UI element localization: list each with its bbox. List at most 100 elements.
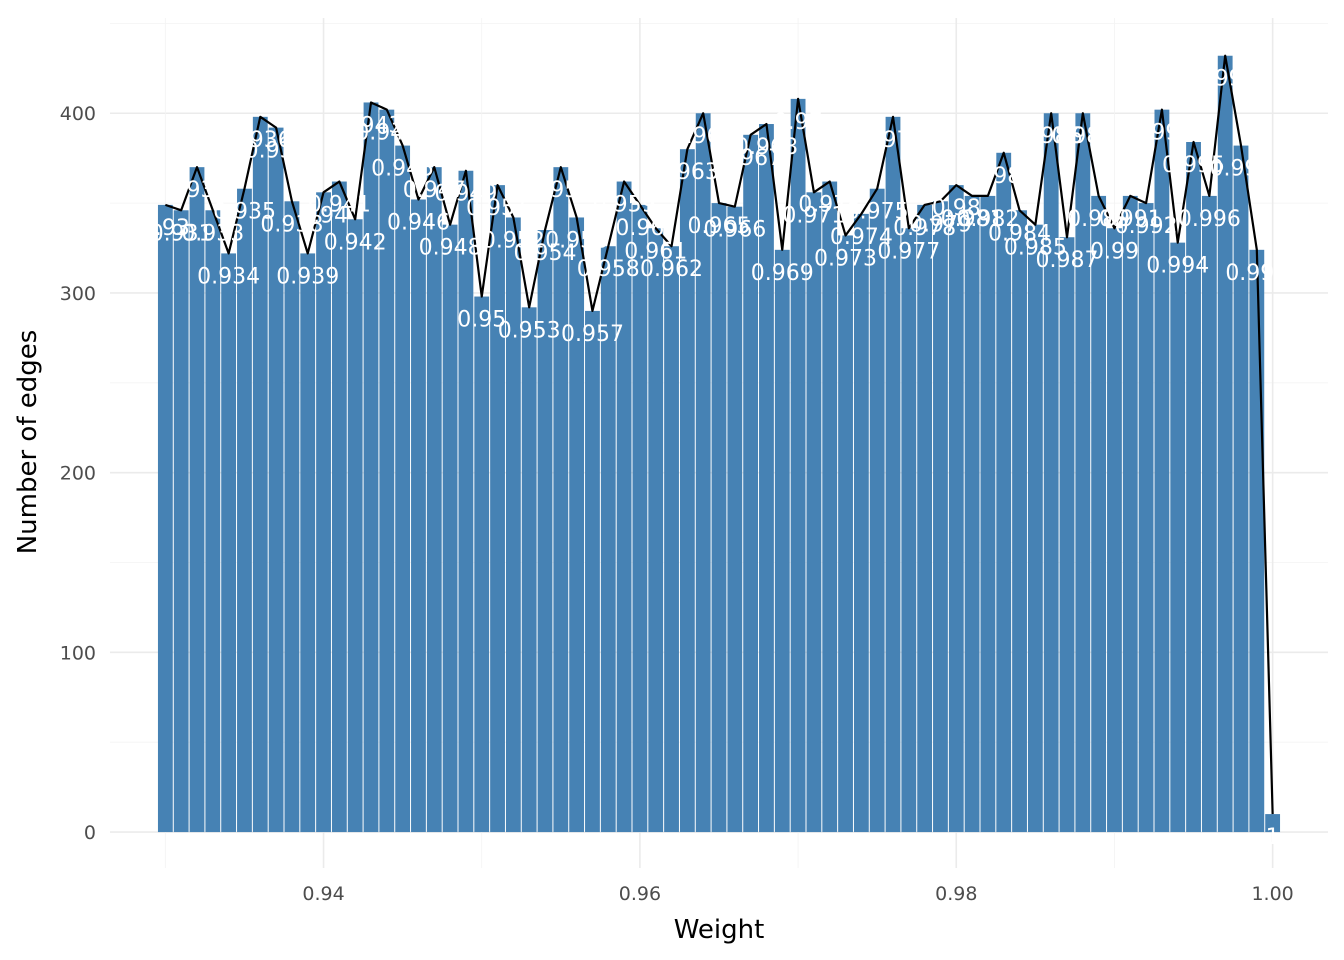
bar <box>379 109 395 833</box>
bar-label: 0.947 <box>403 178 466 203</box>
bar-label: 0.931 <box>150 221 213 246</box>
bar-label: 0.932 <box>166 178 229 203</box>
bar-label: 0.959 <box>593 193 656 218</box>
bar-label: 0.997 <box>1194 67 1257 92</box>
bar-label: 0.983 <box>972 164 1035 189</box>
bar <box>316 192 331 833</box>
bar-label: 0.944 <box>355 121 418 146</box>
bar <box>632 204 648 833</box>
bar <box>300 253 316 833</box>
bar-label: 0.94 <box>299 203 348 228</box>
bar-label: 0.957 <box>561 322 624 347</box>
bar <box>869 188 885 833</box>
bar-label: 0.937 <box>245 139 308 164</box>
x-tick-label: 0.96 <box>619 883 661 905</box>
bar-label: 0.934 <box>197 264 260 289</box>
bar <box>363 102 379 833</box>
bar <box>1091 195 1107 833</box>
bar-label: 0.96 <box>615 216 664 241</box>
bar-label: 0.946 <box>387 211 450 236</box>
x-axis-title: Weight <box>674 915 765 945</box>
bar <box>727 206 743 833</box>
bar-label: 0.988 <box>1051 124 1114 149</box>
bar-label: 0.964 <box>672 124 735 149</box>
bar <box>189 167 205 833</box>
bar <box>1043 113 1059 833</box>
bar <box>1201 195 1217 833</box>
y-tick-label: 100 <box>60 642 96 664</box>
bar <box>1233 145 1249 833</box>
bar <box>917 204 933 833</box>
bar <box>664 246 679 833</box>
bar <box>1107 228 1122 833</box>
bar <box>743 134 759 833</box>
bar <box>853 213 869 833</box>
bar-label: 0.992 <box>1115 214 1178 239</box>
bar <box>695 113 711 833</box>
bars <box>157 55 1281 833</box>
bar-label: 0.985 <box>1004 236 1067 261</box>
bar <box>1217 55 1233 833</box>
bar <box>205 210 221 833</box>
bar-label: 0.953 <box>498 318 561 343</box>
bar-label: 0.978 <box>893 216 956 241</box>
bar <box>157 204 173 833</box>
bar-label: 0.939 <box>276 264 339 289</box>
bar-label: 0.991 <box>1099 207 1162 232</box>
bar <box>347 219 363 833</box>
bar-label: 0.999 <box>1225 261 1288 286</box>
bar-label: 0.962 <box>640 257 703 282</box>
bar-label: 0.951 <box>466 196 529 221</box>
bar <box>964 195 980 833</box>
bar <box>1012 210 1027 833</box>
bar-label: 0.975 <box>846 200 909 225</box>
bar-label: 0.971 <box>782 203 845 228</box>
bar-label: 0.968 <box>735 135 798 160</box>
bar <box>1170 242 1186 833</box>
bar-label: 0.945 <box>371 157 434 182</box>
bar-label: 0.95 <box>457 308 506 333</box>
bar-label: 0.958 <box>577 257 640 282</box>
bar-label: 0.995 <box>1162 153 1225 178</box>
bar <box>490 185 505 833</box>
bar <box>521 307 537 833</box>
bar-label: 0.933 <box>181 221 244 246</box>
bar <box>1059 237 1075 833</box>
bar <box>600 246 616 833</box>
bar <box>933 201 948 833</box>
bar <box>173 210 189 833</box>
bar-label: 0.972 <box>798 193 861 218</box>
bar <box>822 181 838 833</box>
bar-label: 0.974 <box>830 225 893 250</box>
bar-label: 0.93 <box>141 216 190 241</box>
bar <box>711 203 727 833</box>
bar <box>901 228 917 833</box>
bar-label: 0.969 <box>751 261 814 286</box>
x-axis-ticks: 0.94 0.96 0.98 1.00 <box>302 883 1293 905</box>
bar-label: 0.967 <box>719 146 782 171</box>
bar-label: 0.948 <box>419 236 482 261</box>
bar <box>790 98 806 833</box>
bar <box>948 185 964 833</box>
bar-label: 0.976 <box>862 128 925 153</box>
bar <box>1122 195 1138 833</box>
bar-label: 0.935 <box>213 200 276 225</box>
bar <box>221 253 237 833</box>
bar-label: 0.994 <box>1146 254 1209 279</box>
bar <box>268 127 284 833</box>
y-axis-ticks: 0 100 200 300 400 <box>60 103 96 844</box>
bar-label: 0.965 <box>688 214 751 239</box>
bar <box>1265 814 1281 833</box>
bar-label: 0.998 <box>1210 157 1273 182</box>
x-tick-label: 1.00 <box>1251 883 1293 905</box>
y-tick-label: 400 <box>60 103 96 125</box>
bar-label: 0.952 <box>482 228 545 253</box>
bar <box>237 188 252 833</box>
bar <box>426 167 442 833</box>
bar-label: 0.942 <box>324 230 387 255</box>
bar-label: 0.956 <box>545 228 608 253</box>
bar <box>458 170 474 833</box>
bar <box>774 249 790 833</box>
